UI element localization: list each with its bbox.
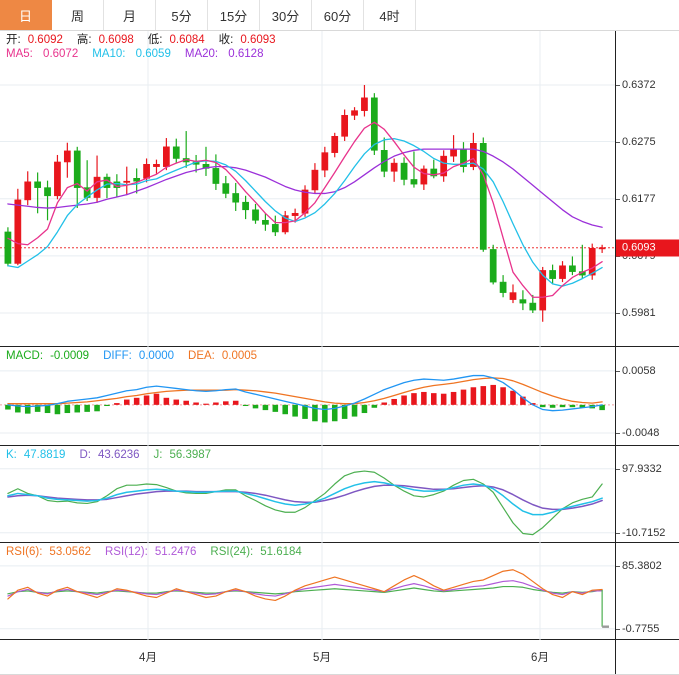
tab-3[interactable]: 5分 <box>156 0 208 30</box>
y-tick-mark <box>616 84 620 86</box>
current-price-flag: 0.6093 <box>616 239 679 257</box>
y-tick-mark <box>616 198 620 200</box>
y-axis-label: 0.6275 <box>622 135 656 148</box>
macd-panel: MACD: -0.0009 DIFF: 0.0000 DEA: 0.0005 0.0058… <box>0 347 679 446</box>
kdj-panel: K: 47.8819 D: 43.6236 J: 56.3987 97.9332 -10.7… <box>0 446 679 543</box>
tab-label: 周 <box>70 8 84 24</box>
tab-label: 15分 <box>219 8 248 24</box>
y-axis-label: 85.3802 <box>622 559 662 572</box>
tab-2[interactable]: 月 <box>104 0 156 30</box>
rsi-plot[interactable] <box>0 543 615 640</box>
tab-label: 4时 <box>379 8 400 24</box>
tab-label: 5分 <box>171 8 192 24</box>
y-tick-mark <box>616 468 620 470</box>
y-axis-label: -0.7755 <box>622 622 660 635</box>
tabbar-filler <box>416 0 679 30</box>
y-axis-label: 0.5981 <box>622 307 656 319</box>
time-axis-label: 4月 <box>139 652 157 664</box>
rsi-y-axis: 85.3802 -0.7755 <box>615 543 679 639</box>
tab-7[interactable]: 4时 <box>364 0 416 30</box>
tab-4[interactable]: 15分 <box>208 0 260 30</box>
tab-label: 30分 <box>271 8 300 24</box>
macd-plot[interactable] <box>0 347 615 446</box>
y-axis-label: -0.0048 <box>622 426 660 439</box>
time-axis-label: 5月 <box>313 652 331 664</box>
time-axis-label: 6月 <box>531 652 549 664</box>
y-tick-mark <box>616 532 620 534</box>
y-axis-label: 0.0058 <box>622 364 656 377</box>
y-axis-label: 0.6177 <box>622 192 656 205</box>
y-axis-label: 97.9332 <box>622 462 662 475</box>
tab-label: 月 <box>122 8 136 24</box>
time-axis-labels: 4月 5月 6月 <box>0 640 615 674</box>
y-tick-mark <box>616 432 620 434</box>
y-axis-label: -10.7152 <box>622 526 666 539</box>
candlestick-plot[interactable] <box>0 31 615 347</box>
tab-5[interactable]: 30分 <box>260 0 312 30</box>
tab-label: 60分 <box>323 8 352 24</box>
rsi-panel: RSI(6): 53.0562 RSI(12): 51.2476 RSI(24): 51.… <box>0 543 679 640</box>
y-tick-mark <box>616 313 620 314</box>
kdj-y-axis: 97.9332 -10.7152 <box>615 446 679 542</box>
y-tick-mark <box>616 370 620 372</box>
timeframe-tabbar: 日 周 月 5分 15分 30分 60分 4时 <box>0 0 679 31</box>
y-tick-mark <box>616 628 620 630</box>
time-axis-panel: 4月 5月 6月 <box>0 640 679 675</box>
price-panel: 开: 0.6092 高: 0.6098 低: 0.6084 收: 0.6093 MA5: 0.… <box>0 31 679 347</box>
tab-6[interactable]: 60分 <box>312 0 364 30</box>
y-tick-mark <box>616 255 620 257</box>
kdj-plot[interactable] <box>0 446 615 543</box>
tab-1[interactable]: 周 <box>52 0 104 30</box>
tab-0[interactable]: 日 <box>0 0 52 30</box>
y-tick-mark <box>616 141 620 143</box>
macd-y-axis: 0.0058 -0.0048 <box>615 347 679 445</box>
time-axis-corner <box>615 640 679 674</box>
y-tick-mark <box>616 565 620 567</box>
y-axis-label: 0.6372 <box>622 78 656 91</box>
tab-label: 日 <box>18 8 32 24</box>
